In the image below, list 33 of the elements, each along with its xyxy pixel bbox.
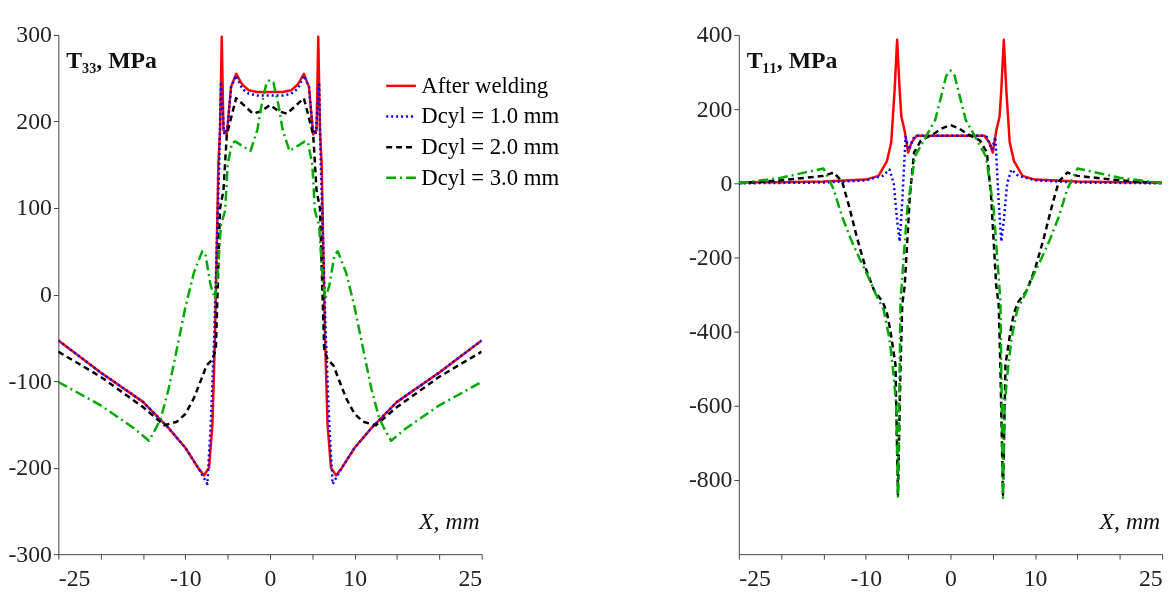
legend-label: Dcyl = 3.0 mm [421,164,560,190]
x-tick-label: -10 [170,565,202,592]
x-tick-label: -10 [850,565,883,592]
y-tick-label: -600 [688,392,733,419]
y-tick-label: -200 [8,454,52,481]
legend-label: Dcyl = 2.0 mm [421,134,560,160]
x-tick-label: -25 [739,565,771,592]
x-tick-label: 25 [1138,565,1163,592]
y-tick-label: -800 [688,466,733,493]
y-tick-label: 100 [16,194,52,221]
line-series [738,38,1163,184]
y-tick-label: -400 [688,318,733,345]
y-tick-label: -100 [8,367,52,394]
y-tick-label: 300 [16,21,52,48]
x-axis-title: X, mm [418,508,480,535]
x-tick-label: 0 [264,565,277,592]
x-tick-label: -25 [58,565,91,592]
y-tick-label: 0 [720,169,733,196]
y-tick-label: -300 [8,540,52,567]
y-tick-label: 200 [16,107,52,134]
y-tick-label: 0 [40,280,52,307]
legend-label: Dcyl = 1.0 mm [421,103,560,129]
y-axis-title: T₃₃, MPa [66,46,158,73]
x-tick-label: 0 [945,565,957,592]
x-tick-label: 25 [458,565,483,592]
x-axis-title: X, mm [1098,508,1161,535]
y-axis-title: T₁₁, MPa [746,46,838,73]
x-tick-label: 10 [1023,565,1048,592]
y-tick-label: 400 [696,21,733,48]
legend-label: After welding [421,72,549,98]
y-tick-label: 200 [696,95,733,122]
y-tick-label: -200 [688,243,733,270]
x-tick-label: 10 [343,565,368,592]
